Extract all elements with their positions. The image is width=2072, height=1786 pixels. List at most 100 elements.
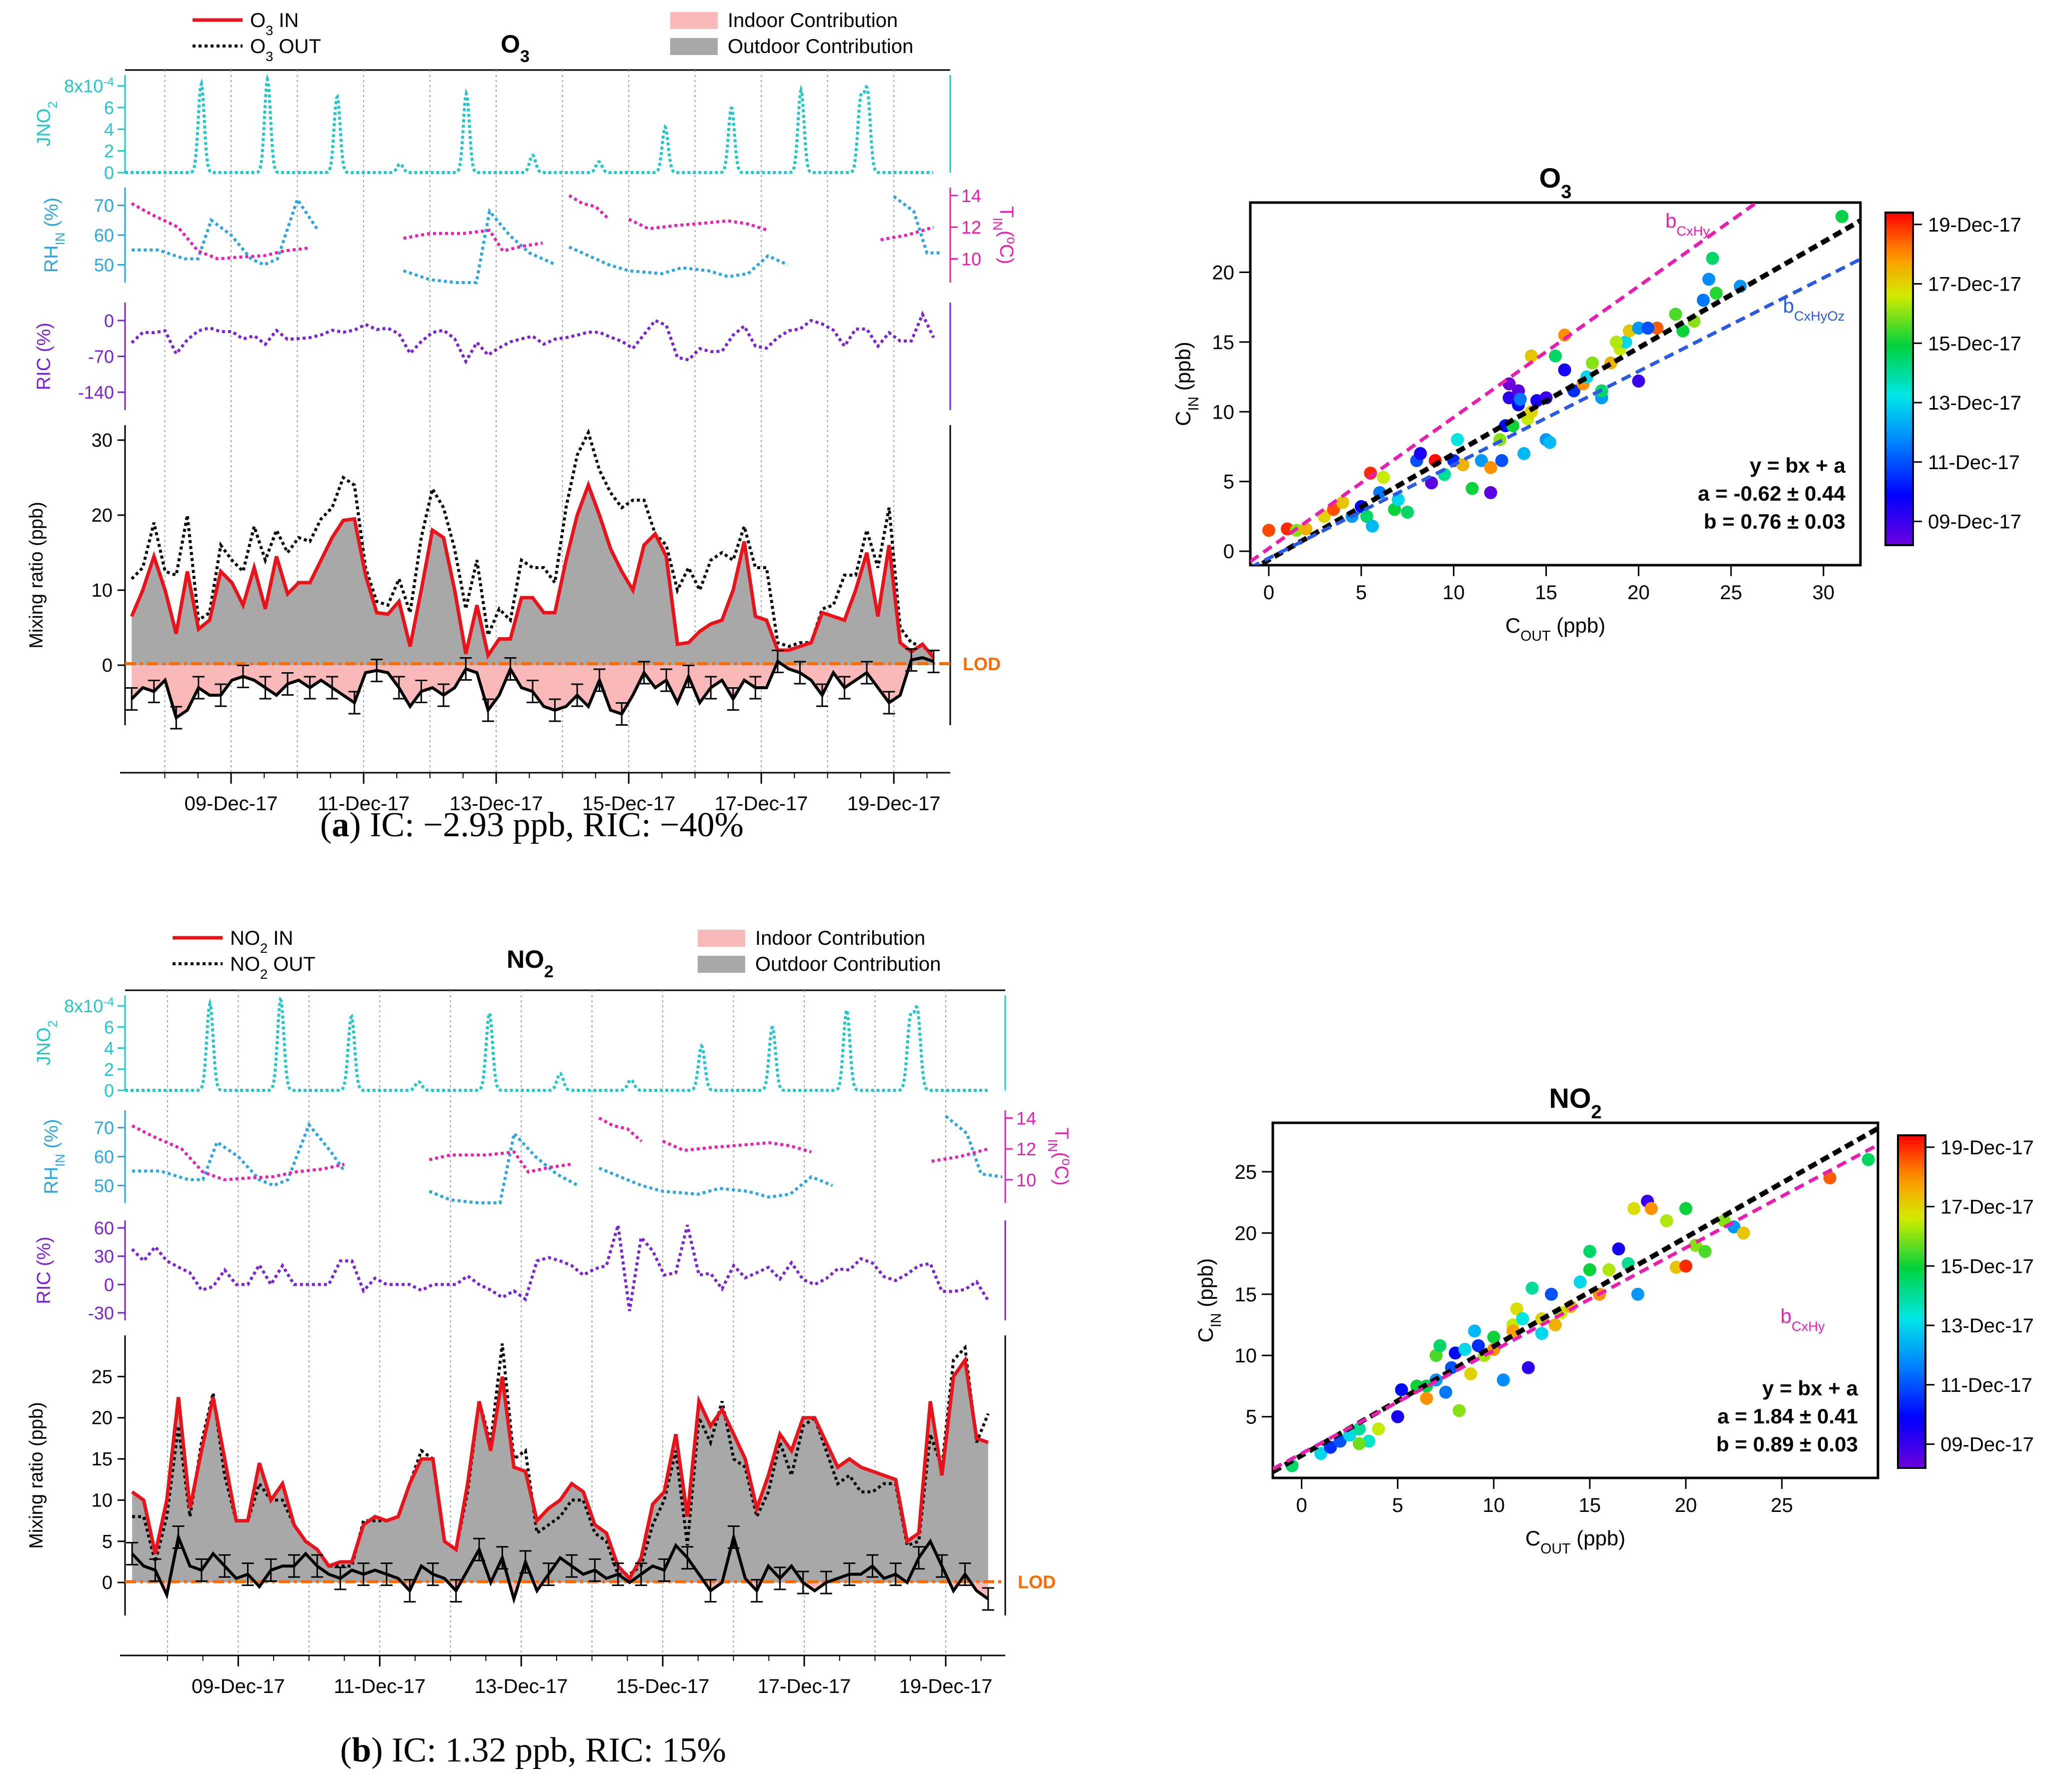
no2-main-tick-label: 15 (92, 1449, 113, 1470)
o3-title-part: O (501, 30, 520, 58)
o3-legend-in-label-part: O (250, 10, 266, 32)
no2-ytick-label: 15 (1235, 1284, 1257, 1306)
o3-rh-ylabel: RHIN (%) (41, 198, 68, 273)
no2-ric-line (131, 1224, 990, 1311)
no2-line-label-0-part: x (1801, 1318, 1808, 1334)
no2-rh-line (945, 1115, 1003, 1178)
no2-line-label-0-part: y (1818, 1318, 1825, 1334)
o3-point (1650, 321, 1664, 335)
o3-tin-ylabel: TIN(oC) (990, 206, 1018, 264)
o3-line-label-0-part: x (1686, 223, 1693, 239)
o3-rh-line (893, 195, 940, 255)
o3-colorbar-label: 17-Dec-17 (1928, 274, 2021, 296)
o3-tin-ylabel-part: IN (990, 218, 1004, 231)
no2-xlabel-part: C (1525, 1526, 1540, 1550)
no2-point (1372, 1422, 1385, 1436)
o3-tin-tick-label: 12 (961, 217, 981, 238)
o3-outdoor-area (132, 485, 934, 665)
o3-xlabel-part: OUT (1520, 628, 1550, 644)
no2-jno2-tick-label: 0 (104, 1080, 114, 1101)
o3-jno2-ylabel-part: JNO (34, 109, 55, 147)
o3-legend-indoor-label: Indoor Contribution (728, 10, 898, 32)
no2-rh-ylabel-part: (%) (41, 1119, 62, 1154)
no2-rh-tick-label: 70 (94, 1118, 114, 1138)
no2-legend-in-label-part: IN (268, 927, 293, 949)
no2-point (1573, 1275, 1587, 1289)
no2-point (1535, 1327, 1548, 1340)
no2-point (1698, 1245, 1712, 1258)
o3-tin-line (880, 226, 934, 242)
no2-point (1496, 1373, 1510, 1387)
no2-point (1472, 1339, 1485, 1352)
o3-xtick-label: 20 (1627, 582, 1650, 604)
no2-legend-out-label-part: NO (230, 953, 260, 975)
no2-jno2-tick-label-part: 8x10 (64, 996, 103, 1016)
o3-colorbar-label: 09-Dec-17 (1928, 511, 2021, 533)
o3-xtick-label: 17-Dec-17 (715, 793, 808, 815)
o3-xlabel-part: (ppb) (1550, 614, 1605, 637)
o3-main-tick-label: 20 (92, 505, 113, 526)
no2-ylabel-part: IN (1208, 1313, 1224, 1327)
no2-point (1660, 1214, 1673, 1227)
o3-point (1524, 349, 1538, 363)
no2-point (1343, 1428, 1356, 1442)
no2-point (1521, 1361, 1535, 1374)
no2-tin-line (598, 1116, 643, 1142)
o3-point (1299, 522, 1312, 536)
o3-point (1702, 273, 1715, 286)
o3-tin-ylabel-part: T (996, 206, 1017, 218)
no2-point (1352, 1422, 1366, 1436)
o3-line-label-1-part: x (1804, 308, 1811, 324)
o3-point (1632, 321, 1645, 335)
no2-jno2-ylabel: JNO2 (34, 1020, 60, 1065)
o3-jno2-tick-label: 8x10-4 (64, 75, 114, 97)
no2-rh-tick-label: 50 (94, 1175, 114, 1196)
no2-legend-indoor-label: Indoor Contribution (755, 927, 925, 949)
o3-line-label-1-part: b (1783, 295, 1794, 317)
no2-jno2-ylabel-part: JNO (34, 1027, 55, 1065)
no2-point (1487, 1330, 1500, 1344)
no2-ytick-label: 5 (1246, 1406, 1257, 1428)
o3-point (1465, 482, 1479, 495)
o3-main-tick-label: 0 (102, 655, 113, 676)
no2-tin-line (662, 1139, 812, 1154)
o3-title: O3 (501, 30, 530, 66)
o3-xlabel-part: C (1505, 614, 1520, 637)
no2-tin-ylabel-part: ( (1051, 1152, 1072, 1158)
o3-point (1475, 454, 1488, 467)
no2-xtick-label: 5 (1392, 1494, 1403, 1516)
o3-point (1388, 503, 1401, 516)
o3-tin-line (403, 229, 543, 253)
no2-colorbar-label: 15-Dec-17 (1940, 1255, 2034, 1277)
no2-main-tick-label: 0 (102, 1572, 113, 1593)
o3-xtick-label: 19-Dec-17 (847, 793, 941, 815)
no2-rh-ylabel-part: RH (41, 1167, 62, 1194)
no2-ric-tick-label: 30 (94, 1246, 114, 1267)
o3-ric-tick-label: 0 (104, 311, 114, 331)
o3-fit-line-black (1254, 218, 1860, 565)
no2-rh-tick-label: 60 (94, 1147, 114, 1167)
no2-plot-frame (1271, 1121, 1879, 1479)
no2-jno2-line (125, 996, 988, 1092)
no2-xtick-label: 0 (1296, 1494, 1307, 1516)
no2-xtick-label: 10 (1482, 1494, 1505, 1516)
o3-ric-line (131, 311, 935, 365)
no2-main-tick-label: 25 (92, 1366, 113, 1387)
o3-point (1543, 436, 1556, 449)
o3-line-label-1-part: H (1810, 308, 1820, 324)
no2-colorbar-label: 09-Dec-17 (1940, 1434, 2034, 1456)
o3-line-label-1-part: z (1838, 308, 1845, 324)
no2-title-part: NO (1549, 1082, 1591, 1114)
o3-line-label-1-part: C (1794, 308, 1804, 324)
no2-tin-line (931, 1147, 989, 1163)
o3-point (1425, 476, 1438, 490)
no2-point (1627, 1202, 1641, 1215)
o3-title-part: 3 (1561, 182, 1571, 203)
no2-point (1861, 1153, 1875, 1166)
no2-title-part: NO (507, 945, 544, 973)
o3-point (1632, 374, 1645, 388)
o3-ytick-label: 10 (1212, 401, 1235, 423)
